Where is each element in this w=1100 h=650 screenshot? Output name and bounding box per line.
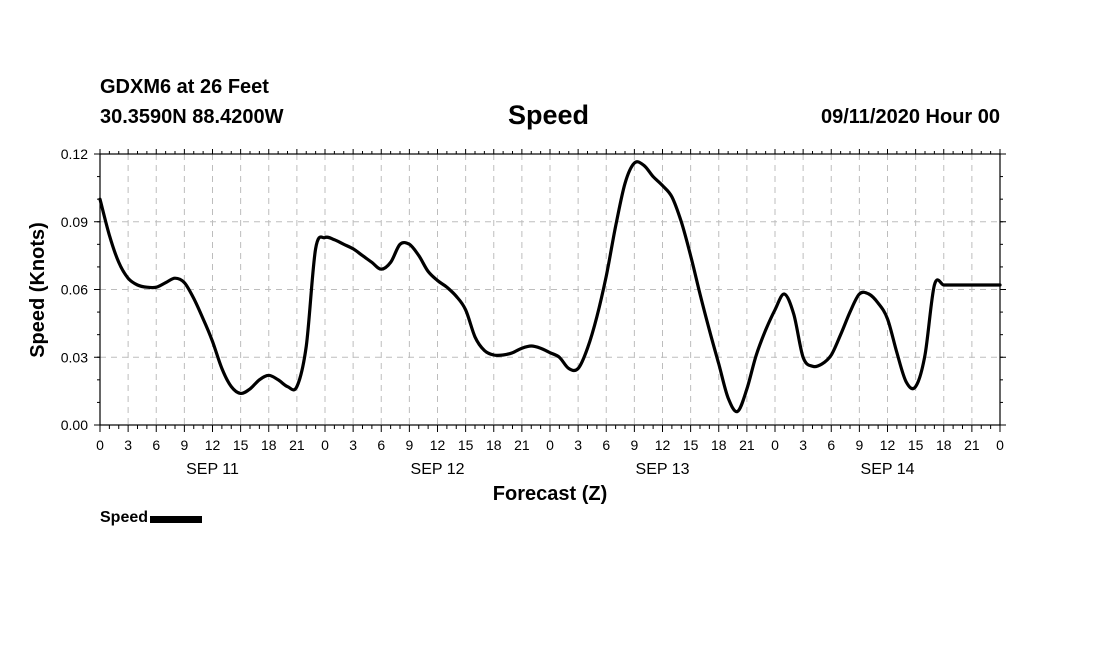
x-tick-label: 12 — [205, 437, 221, 453]
x-tick-label: 3 — [574, 437, 582, 453]
x-tick-label: 15 — [233, 437, 249, 453]
axis-labels: Forecast (Z) Speed (Knots) — [27, 222, 607, 505]
x-tick-label: 6 — [602, 437, 610, 453]
x-tick-label: 0 — [321, 437, 329, 453]
x-tick-label: 12 — [880, 437, 896, 453]
run-time-label: 09/11/2020 Hour 00 — [820, 106, 1000, 128]
x-tick-label: 0 — [996, 437, 1004, 453]
y-tick-label: 0.06 — [61, 282, 88, 298]
x-tick-label: 21 — [289, 437, 305, 453]
x-tick-label: 6 — [827, 437, 835, 453]
x-tick-label: 0 — [771, 437, 779, 453]
x-tick-label: 21 — [964, 437, 980, 453]
series-line-speed — [98, 160, 1002, 414]
y-tick-label: 0.03 — [61, 349, 88, 365]
x-tick-label: 21 — [514, 437, 530, 453]
x-tick-label: 15 — [683, 437, 699, 453]
x-axis-label: Forecast (Z) — [493, 483, 607, 505]
x-day-label: SEP 14 — [861, 461, 915, 478]
x-tick-label: 6 — [152, 437, 160, 453]
x-tick-label: 6 — [377, 437, 385, 453]
legend: Speed — [100, 509, 203, 527]
x-tick-label: 0 — [546, 437, 554, 453]
x-tick-label: 18 — [711, 437, 727, 453]
x-tick-label: 3 — [799, 437, 807, 453]
x-tick-label: 9 — [180, 437, 188, 453]
axes: 0.00 0.03 0.06 0.09 0.12 0 3 6 9 12 15 18 21 0 3 6 9 12 15… — [61, 146, 1006, 478]
x-tick-label: 9 — [855, 437, 863, 453]
coordinates-label: 30.3590N 88.4200W — [100, 106, 284, 128]
x-tick-label: 18 — [486, 437, 502, 453]
x-tick-label: 18 — [936, 437, 952, 453]
x-tick-label: 12 — [655, 437, 671, 453]
y-tick-label: 0.00 — [61, 417, 88, 433]
chart-title: Speed — [508, 100, 590, 130]
y-tick-label: 0.09 — [61, 214, 88, 230]
x-tick-label: 3 — [124, 437, 132, 453]
y-tick-label: 0.12 — [61, 146, 88, 162]
x-tick-label: 15 — [458, 437, 474, 453]
y-axis-label: Speed (Knots) — [27, 222, 49, 358]
x-tick-label: 18 — [261, 437, 277, 453]
legend-swatch — [150, 516, 203, 523]
x-tick-label: 21 — [739, 437, 755, 453]
x-tick-label: 12 — [430, 437, 446, 453]
legend-label: Speed — [100, 509, 149, 526]
grid-lines — [100, 154, 1000, 425]
x-tick-label: 9 — [405, 437, 413, 453]
x-tick-label: 0 — [96, 437, 104, 453]
x-tick-label: 9 — [630, 437, 638, 453]
series-layer — [98, 160, 1002, 414]
station-label: GDXM6 at 26 Feet — [100, 76, 269, 98]
x-tick-label: 3 — [349, 437, 357, 453]
x-day-label: SEP 11 — [186, 461, 239, 478]
x-day-label: SEP 12 — [411, 461, 465, 478]
x-tick-label: 15 — [908, 437, 924, 453]
x-day-label: SEP 13 — [636, 461, 690, 478]
